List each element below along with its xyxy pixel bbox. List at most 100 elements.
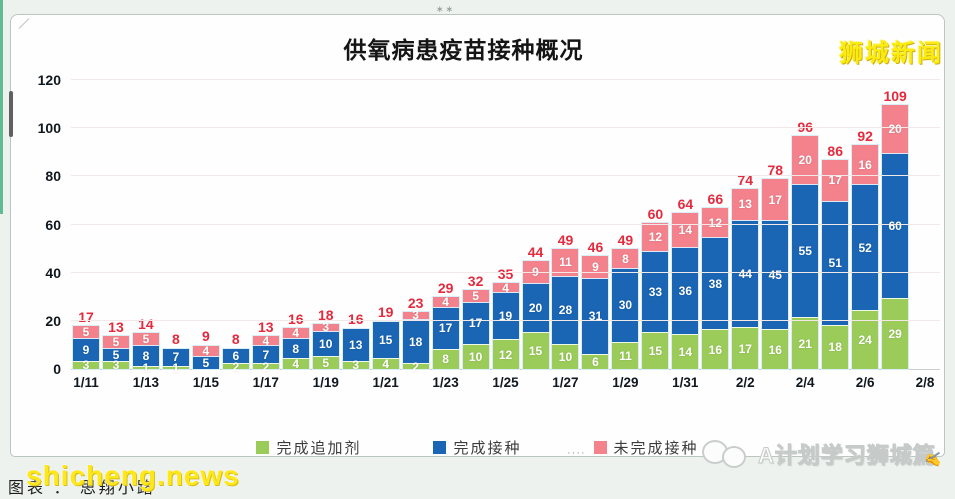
segment-value: 14 [678, 345, 693, 360]
y-tick-label: 120 [37, 72, 61, 88]
segment-value: 16 [768, 342, 782, 357]
window-bottom-dots: ···· [567, 447, 586, 459]
scrollbar-thumb[interactable] [9, 91, 13, 137]
total-label-2/3: 78 [767, 162, 784, 179]
segment-value: 11 [619, 348, 632, 363]
segment-value: 17 [738, 341, 752, 356]
bar-2/5: 17 51 18 [821, 158, 850, 371]
segment-value: 38 [708, 276, 722, 291]
total-label-1/28: 46 [587, 239, 604, 256]
segment-value: 13 [349, 338, 363, 353]
window-corner-fold [18, 18, 30, 29]
bar-1/23: 4 17 8 [431, 296, 460, 370]
segment-完成追加剂-1/23: 8 [432, 348, 459, 369]
segment-完成接种-1/13: 8 [132, 345, 159, 366]
legend-swatch [256, 441, 270, 454]
segment-value: 21 [798, 336, 812, 351]
bar-slot-1/19: 3 10 5 18 [311, 80, 341, 371]
bar-slot-1/27: 11 28 10 49 [551, 80, 581, 370]
segment-完成追加剂-2/1: 16 [702, 329, 729, 369]
total-label-1/25: 35 [497, 265, 514, 282]
x-tick-label-1/11: 1/11 [73, 375, 99, 390]
segment-完成追加剂-1/22: 2 [402, 361, 429, 373]
watermark-shicheng-news: shicheng.news [26, 460, 240, 491]
segment-value: 2 [262, 359, 270, 374]
segment-完成接种-1/22: 18 [402, 318, 429, 364]
segment-value: 51 [828, 256, 842, 271]
segment-value: 18 [828, 340, 842, 355]
bar-slot-2/2: 13 44 17 74 [730, 80, 760, 371]
segment-value: 16 [708, 342, 722, 357]
segment-完成追加剂-1/21: 4 [372, 358, 399, 370]
segment-value: 8 [292, 341, 300, 356]
total-label-1/31: 64 [677, 195, 694, 212]
bar-1/24: 5 17 10 [461, 288, 490, 371]
segment-value: 5 [142, 332, 150, 347]
segment-value: 8 [142, 348, 150, 363]
segment-未完成接种-2/7: 20 [882, 104, 909, 153]
segment-完成追加剂-1/30: 15 [642, 331, 669, 369]
total-label-2/6: 92 [857, 128, 873, 145]
total-label-2/1: 66 [707, 191, 724, 208]
segment-value: 5 [82, 325, 90, 340]
legend-item-完成接种: 完成接种 [433, 437, 521, 458]
segment-未完成接种-1/12: 5 [102, 335, 129, 348]
bar-1/21: 15 4 [371, 321, 400, 370]
segment-value: 12 [648, 229, 663, 244]
segment-完成接种-1/17: 7 [252, 345, 279, 364]
total-label-1/27: 49 [557, 232, 574, 248]
bar-slot-1/21: 15 4 19 [371, 80, 401, 370]
bar-slot-1/17: 4 7 2 13 [251, 80, 281, 373]
bar-1/26: 92015 [521, 260, 550, 370]
chat-bubbles-icon [700, 438, 752, 470]
segment-value: 5 [322, 355, 330, 370]
segment-value: 12 [498, 347, 513, 362]
total-label-1/18: 16 [287, 311, 304, 328]
bar-2/1: 12 38 16 [701, 207, 730, 370]
segment-完成接种-1/14: 7 [162, 348, 189, 366]
x-tick-label-1/29: 1/29 [612, 375, 639, 390]
segment-未完成接种-1/25: 4 [492, 282, 519, 294]
segment-value: 15 [648, 343, 663, 358]
segment-value: 17 [768, 192, 782, 207]
segment-完成接种-1/29: 30 [612, 268, 639, 342]
segment-未完成接种-2/2: 13 [732, 188, 759, 221]
segment-完成追加剂-1/28: 6 [582, 353, 609, 369]
segment-value: 36 [678, 283, 693, 298]
total-label-1/17: 13 [258, 318, 274, 335]
bar-slot-1/18: 4 8 4 16 [281, 80, 311, 370]
window-top-dots: ∗∗ [436, 4, 456, 14]
x-tick-label-1/19: 1/19 [312, 375, 339, 390]
segment-value: 24 [858, 333, 872, 348]
gridline-60 [71, 223, 940, 225]
segment-value: 60 [888, 218, 902, 233]
segment-完成追加剂-1/14: 1 [162, 362, 189, 374]
segment-完成接种-1/23: 17 [432, 306, 459, 349]
total-label-1/23: 29 [437, 280, 454, 297]
segment-value: 7 [262, 347, 270, 362]
segment-未完成接种-2/3: 17 [762, 179, 789, 221]
bar-1/28: 9 31 6 [581, 255, 610, 370]
segment-完成接种-1/25: 19 [492, 292, 519, 340]
segment-完成追加剂-1/27: 10 [552, 343, 579, 369]
segment-未完成接种-2/1: 12 [702, 208, 729, 237]
y-tick-label: 60 [45, 216, 61, 233]
segment-value: 13 [738, 197, 752, 212]
legend-swatch [593, 441, 607, 454]
bar-slot-2/4: 20 55 21 96 [790, 80, 820, 371]
bar-1/25: 4 19 12 [491, 282, 520, 371]
legend: 完成追加剂 完成接种 未完成接种 [11, 437, 944, 458]
watermark-bottom-right: A计划学习狮城篇 [700, 438, 936, 470]
gridline-120 [71, 79, 940, 80]
x-tick-label-1/15: 1/15 [192, 375, 219, 390]
segment-完成接种-2/4: 55 [792, 183, 819, 318]
total-label-1/11: 17 [78, 309, 94, 326]
segment-value: 10 [319, 336, 333, 351]
segment-完成接种-1/21: 15 [372, 322, 399, 359]
bars-container: 5 9 3 17 5 5 3 13 5 8 1 14 7 1 8 4 5 9 6 2 8 4 7 2 13 4 8 4 16 3 10 5 18… [71, 80, 940, 374]
segment-完成接种-1/11: 9 [72, 338, 99, 361]
